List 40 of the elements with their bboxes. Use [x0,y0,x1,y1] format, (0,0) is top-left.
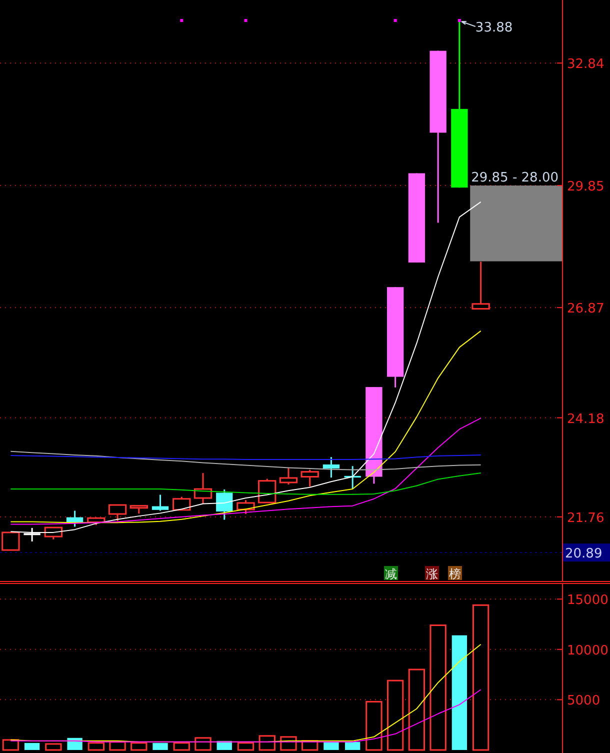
bar [408,668,426,751]
bar [472,604,490,751]
annotation: 33.88 [475,20,513,36]
candlestick [66,510,84,528]
y-tick-label: 10000 [567,643,608,658]
bar [386,680,404,751]
y-tick-label: 26.87 [567,302,604,317]
y-tick-label: 15000 [567,593,608,608]
y-tick-label: 29.85 [567,180,604,195]
bar [2,739,20,751]
bar [45,743,62,751]
candlestick [152,494,169,512]
bar [258,735,276,751]
bar [173,742,190,751]
y-tick-label: 32.84 [567,57,604,72]
line-series [10,418,482,525]
line-series [10,330,482,524]
annotation: 减 [385,567,397,581]
bar [366,700,382,751]
bar [324,742,339,750]
bar [24,742,40,750]
bar [67,738,82,750]
y-tick-label: 5000 [567,694,600,709]
annotation: 榜 [449,567,461,581]
bar [130,742,148,751]
y-tick-label: 24.18 [567,412,604,427]
bar [237,742,254,751]
ref-line-label: 20.89 [565,546,602,562]
bar [152,742,168,750]
line-series [10,689,482,742]
bar [88,742,104,751]
bar [430,624,446,751]
band-label: 29.85 - 28.00 [471,170,559,186]
y-tick-label: 21.76 [567,510,604,526]
candlestick [322,456,340,478]
bar [345,742,360,750]
bar [452,635,468,750]
line-series [10,450,482,470]
candlestick [216,488,233,520]
annotation: 涨 [426,567,438,581]
